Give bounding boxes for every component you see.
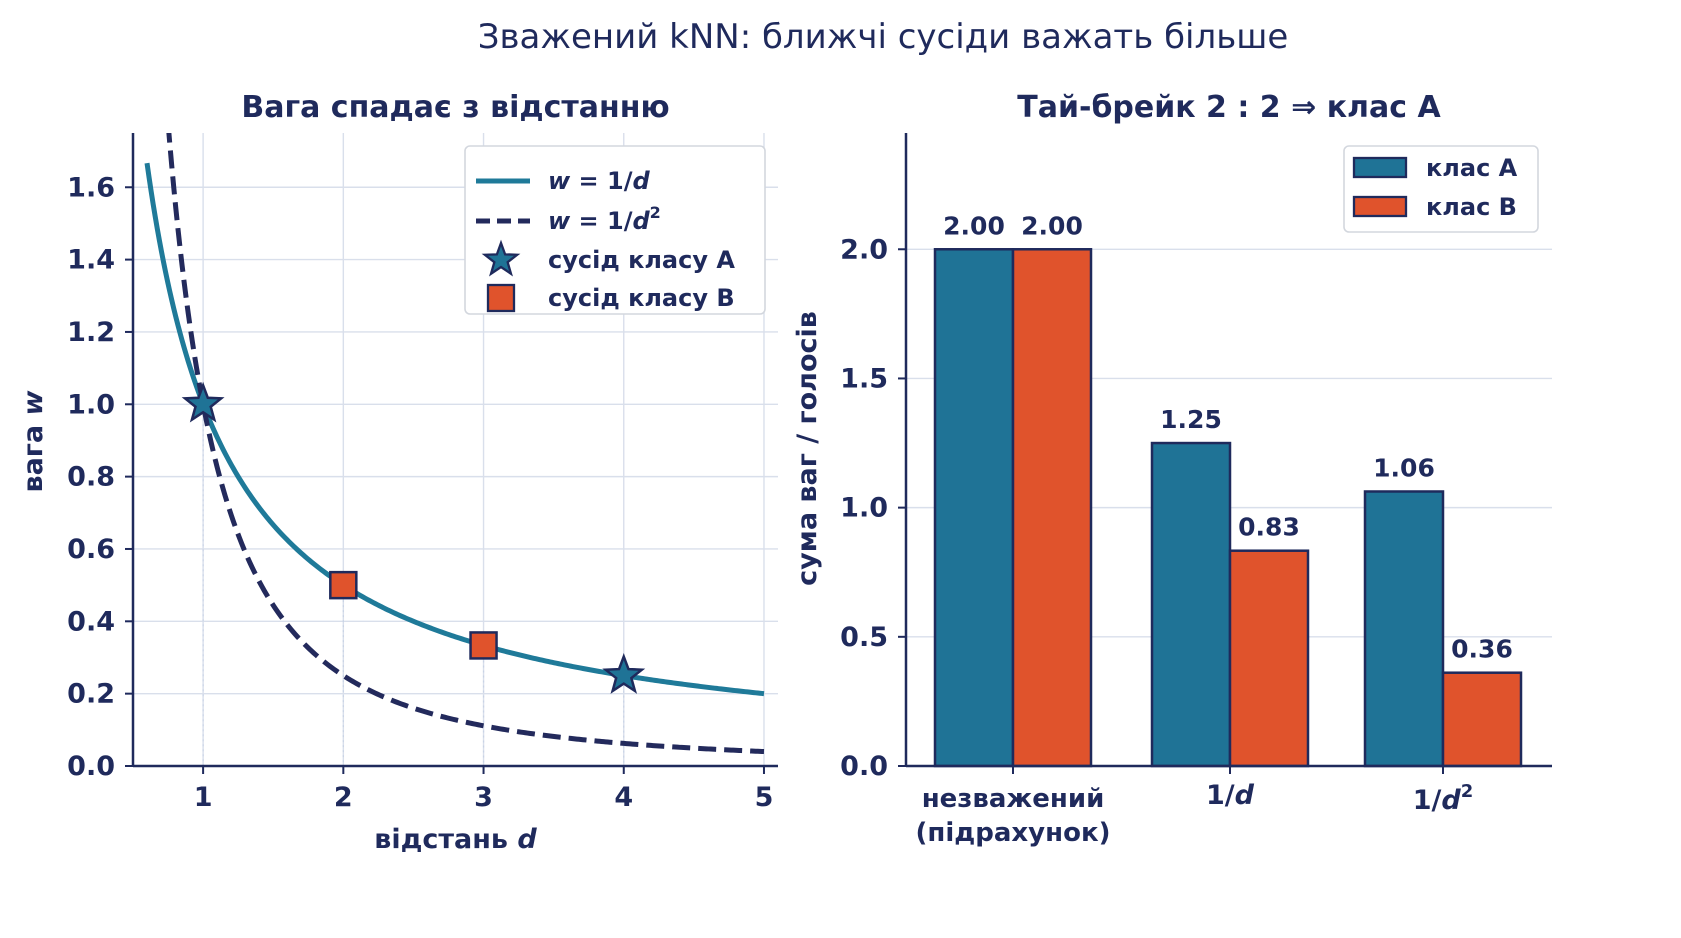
y-tick-label: 0.8 — [67, 462, 115, 493]
x-category-label: незважений — [922, 784, 1105, 814]
legend-label: w = 1/d2 — [548, 203, 661, 235]
category-label-var: d — [1235, 780, 1255, 811]
bar-class-a — [933, 248, 1015, 768]
right-chart-title: Тай-брейк 2 : 2 ⇒ клас A — [1017, 90, 1441, 125]
left-legend-box — [464, 145, 766, 315]
legend-label: w = 1/d — [548, 167, 650, 195]
class-b-square-marker — [469, 631, 498, 660]
y-tick-label: 1.6 — [67, 172, 115, 203]
legend-label-op: = 1/ — [570, 167, 633, 195]
y-label-text: вага — [18, 415, 49, 492]
legend-label-sup: 2 — [650, 203, 661, 222]
x-category-label: 1/d2 — [1413, 781, 1474, 816]
category-label-sup: 2 — [1461, 781, 1474, 802]
x-category-label: (підрахунок) — [916, 818, 1111, 848]
bar-class-b — [1011, 248, 1093, 768]
curve-inverse-d — [144, 162, 765, 697]
bar-class-b — [1441, 671, 1523, 768]
legend-label-var: d — [632, 207, 650, 235]
legend-swatch-class-b — [1352, 195, 1408, 218]
right-legend: клас A клас B — [1343, 145, 1539, 233]
curve-inverse-d-squared — [166, 133, 765, 755]
legend-label: клас B — [1426, 193, 1517, 221]
x-label-var: d — [517, 824, 537, 855]
legend-swatch-class-a — [1352, 156, 1408, 179]
left-chart: 1 2 3 4 5 0.0 0.2 0.4 0.6 0.8 1.0 1.2 1.4 1.6 Вага спа… — [18, 90, 778, 855]
bar-class-a — [1150, 441, 1232, 768]
bar-class-b — [1228, 549, 1310, 768]
class-b-square-marker — [329, 570, 358, 600]
class-a-star-marker — [181, 381, 225, 423]
bar-value-label: 1.25 — [1160, 405, 1222, 434]
x-tick-label: 2 — [334, 782, 353, 813]
left-chart-title: Вага спадає з відстанню — [241, 90, 669, 125]
legend-label: клас A — [1426, 154, 1518, 182]
x-tick-label: 3 — [474, 782, 493, 813]
bar-value-label: 1.06 — [1373, 453, 1435, 482]
right-chart: 2.00 1.25 1.06 2.00 0.83 0.36 0.0 0.5 1.0 1.5 2.0 н… — [792, 90, 1552, 848]
y-tick-label: 1.4 — [67, 245, 115, 276]
legend-label-lhs: w — [548, 207, 571, 235]
y-tick-label: 1.0 — [840, 493, 888, 524]
left-x-axis-label: відстань d — [374, 824, 537, 855]
category-label-var: d — [1441, 785, 1461, 816]
legend-square-marker — [486, 283, 516, 313]
y-tick-label: 0.2 — [67, 679, 115, 710]
bar-value-label: 2.00 — [943, 211, 1005, 240]
y-tick-label: 1.2 — [67, 317, 115, 348]
x-tick-label: 5 — [755, 782, 774, 813]
x-category-label: 1/d — [1206, 780, 1255, 811]
figure-title: Зважений kNN: ближчі сусіди важать більш… — [478, 17, 1289, 57]
y-tick-label: 0.0 — [67, 751, 115, 782]
bar-value-label: 0.83 — [1238, 513, 1300, 542]
bar-class-a — [1363, 490, 1445, 768]
category-label-text: 1/ — [1206, 780, 1235, 811]
x-tick-label: 4 — [614, 782, 633, 813]
category-label-text: 1/ — [1413, 785, 1442, 816]
y-tick-label: 0.5 — [840, 622, 888, 653]
bar-value-label: 2.00 — [1021, 211, 1083, 240]
bar-value-label: 0.36 — [1451, 635, 1513, 664]
legend-label-lhs: w — [548, 167, 571, 195]
y-label-var: w — [18, 389, 49, 415]
legend-label-var: d — [632, 167, 650, 195]
right-y-axis-label: сума ваг / голосів — [792, 311, 823, 586]
legend-label-op: = 1/ — [570, 207, 633, 235]
legend-label: сусід класу A — [548, 246, 735, 274]
y-tick-label: 0.6 — [67, 534, 115, 565]
y-tick-label: 1.5 — [840, 363, 888, 394]
y-tick-label: 1.0 — [67, 389, 115, 420]
legend-label: сусід класу B — [548, 284, 735, 312]
y-tick-label: 0.0 — [840, 751, 888, 782]
left-y-axis-label: вага w — [18, 389, 49, 492]
x-tick-label: 1 — [194, 782, 213, 813]
y-tick-label: 2.0 — [840, 234, 888, 265]
legend-star-marker — [481, 239, 521, 277]
x-label-text: відстань — [374, 824, 517, 855]
y-tick-label: 0.4 — [67, 606, 115, 637]
class-a-star-marker — [602, 653, 646, 694]
